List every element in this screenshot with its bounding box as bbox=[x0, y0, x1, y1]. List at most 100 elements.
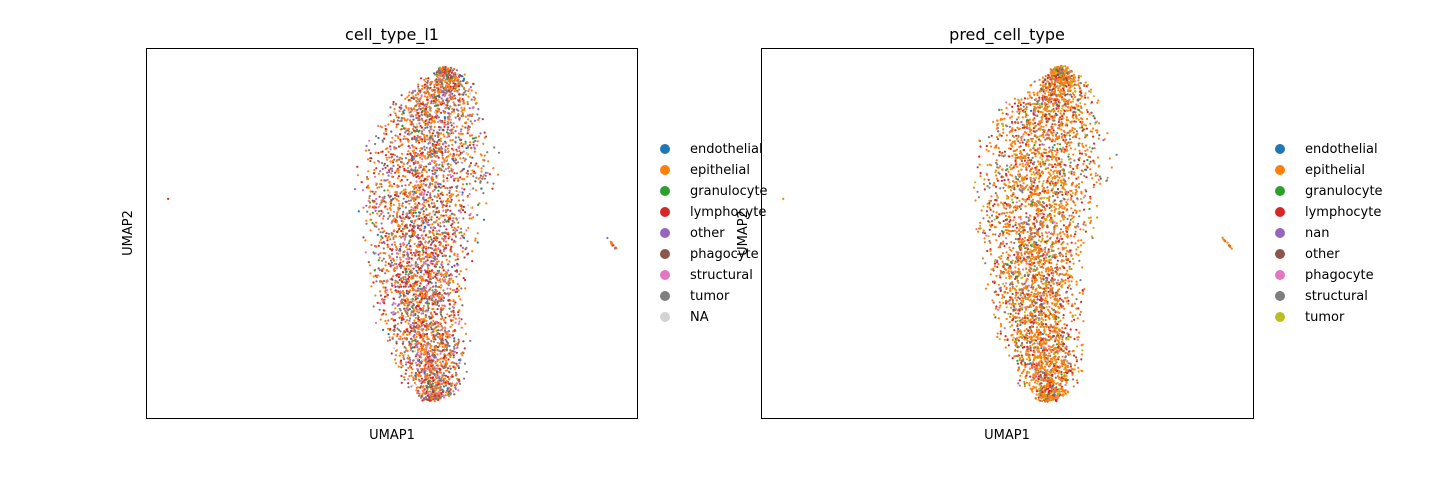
data-point bbox=[411, 384, 414, 387]
data-point bbox=[394, 358, 397, 361]
data-point bbox=[367, 199, 370, 202]
data-point bbox=[419, 138, 422, 141]
data-point bbox=[400, 381, 403, 384]
data-point bbox=[458, 380, 461, 383]
data-point bbox=[446, 123, 449, 126]
data-point bbox=[403, 307, 406, 310]
data-point bbox=[456, 150, 459, 153]
data-point bbox=[457, 338, 460, 341]
data-point bbox=[399, 351, 402, 355]
data-point bbox=[438, 72, 441, 75]
data-point bbox=[442, 77, 445, 80]
data-point bbox=[436, 279, 439, 282]
data-point bbox=[396, 216, 399, 219]
data-point bbox=[420, 152, 423, 155]
data-point bbox=[452, 316, 455, 319]
data-point bbox=[396, 177, 399, 180]
data-point bbox=[389, 113, 392, 116]
data-point bbox=[400, 319, 403, 322]
data-point bbox=[455, 351, 458, 354]
data-point bbox=[433, 213, 436, 216]
data-point bbox=[418, 149, 421, 153]
data-point bbox=[448, 191, 451, 194]
data-point bbox=[391, 284, 394, 287]
data-point bbox=[446, 197, 449, 201]
data-point bbox=[374, 321, 378, 324]
data-point bbox=[394, 112, 397, 115]
data-point bbox=[407, 94, 410, 97]
data-point bbox=[380, 222, 383, 225]
data-point bbox=[438, 336, 441, 339]
data-point bbox=[395, 245, 398, 249]
data-point bbox=[447, 263, 450, 266]
data-point bbox=[410, 362, 413, 365]
data-point bbox=[1012, 225, 1015, 228]
data-point bbox=[457, 311, 460, 314]
data-point bbox=[369, 213, 372, 216]
data-point bbox=[427, 77, 430, 80]
data-point bbox=[461, 246, 464, 249]
data-point bbox=[426, 335, 429, 339]
data-point bbox=[400, 285, 403, 288]
data-point bbox=[481, 175, 485, 178]
data-point bbox=[419, 277, 422, 280]
data-point bbox=[394, 349, 398, 352]
data-point bbox=[392, 236, 395, 239]
data-point bbox=[420, 295, 423, 298]
data-point bbox=[1003, 327, 1006, 330]
data-point bbox=[415, 274, 419, 277]
data-point bbox=[463, 236, 466, 239]
legend-label: structural bbox=[690, 268, 753, 283]
data-point bbox=[464, 126, 467, 129]
data-point bbox=[425, 208, 428, 211]
data-point bbox=[418, 189, 421, 192]
data-point bbox=[437, 233, 440, 236]
data-point bbox=[457, 199, 461, 202]
data-point bbox=[434, 95, 437, 98]
data-point bbox=[393, 108, 396, 111]
data-point bbox=[450, 361, 453, 364]
legend-label: other bbox=[690, 226, 725, 241]
data-point bbox=[383, 164, 386, 167]
data-point bbox=[464, 322, 467, 325]
data-point bbox=[433, 119, 436, 122]
data-point bbox=[393, 197, 397, 200]
data-point bbox=[437, 346, 440, 349]
data-point bbox=[434, 171, 437, 174]
data-point bbox=[370, 157, 373, 160]
data-point bbox=[443, 238, 446, 241]
data-point bbox=[435, 196, 438, 199]
data-point bbox=[407, 132, 410, 135]
data-point bbox=[414, 126, 417, 129]
data-point bbox=[408, 146, 412, 150]
data-point bbox=[365, 144, 368, 147]
data-point bbox=[469, 92, 472, 95]
data-point bbox=[377, 228, 380, 231]
data-point bbox=[408, 234, 411, 238]
data-point bbox=[446, 136, 449, 139]
data-point bbox=[1008, 302, 1011, 305]
data-point bbox=[438, 163, 441, 166]
data-point bbox=[446, 128, 449, 131]
data-point bbox=[404, 273, 407, 276]
data-point bbox=[429, 372, 433, 375]
data-point bbox=[406, 330, 409, 333]
data-point bbox=[459, 270, 462, 273]
data-point bbox=[417, 374, 420, 378]
data-point bbox=[389, 327, 392, 331]
legend-label: NA bbox=[690, 310, 709, 325]
data-point bbox=[392, 214, 395, 217]
data-point bbox=[436, 374, 439, 377]
data-point bbox=[415, 100, 418, 103]
data-point bbox=[380, 241, 384, 244]
data-point bbox=[367, 186, 370, 189]
data-point bbox=[369, 152, 372, 155]
data-point bbox=[387, 194, 390, 197]
data-point bbox=[418, 308, 421, 311]
umap-panel-cell-type: cell_type_l1 UMAP1 UMAP2 endothelialepit… bbox=[121, 25, 768, 443]
data-point bbox=[416, 206, 419, 210]
data-point bbox=[415, 357, 418, 360]
data-point bbox=[411, 172, 414, 175]
data-point bbox=[466, 100, 469, 104]
data-point bbox=[392, 329, 395, 332]
